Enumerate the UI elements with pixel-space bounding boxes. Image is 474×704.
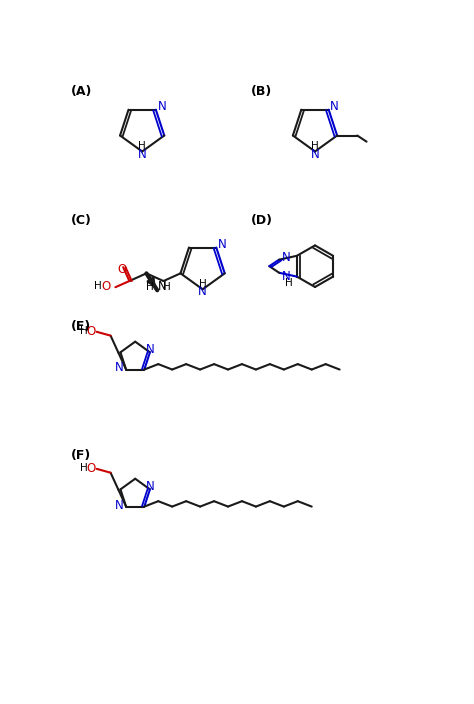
Text: H: H [81,326,88,336]
Text: H: H [81,463,88,473]
Text: H: H [311,141,319,151]
Text: N: N [282,251,290,264]
Text: N: N [310,148,319,161]
Text: H: H [285,278,293,288]
Text: N: N [115,498,124,512]
Text: (E): (E) [71,320,91,333]
Text: N: N [146,343,155,356]
Text: (B): (B) [251,85,272,98]
Text: H: H [199,279,207,289]
Text: O: O [117,263,126,275]
Text: O: O [87,325,96,337]
Text: N: N [146,480,155,494]
Text: H: H [138,141,146,151]
Text: (F): (F) [71,449,91,462]
Text: (D): (D) [251,213,273,227]
Text: (A): (A) [71,85,92,98]
Text: N: N [282,270,290,283]
Text: N: N [158,279,167,293]
Text: N: N [138,148,146,161]
Text: N: N [157,100,166,113]
Text: O: O [101,280,111,293]
Text: O: O [87,462,96,474]
Text: N: N [198,285,207,298]
Text: N: N [330,100,339,113]
Text: N: N [218,237,227,251]
Text: H: H [94,282,101,291]
Text: (C): (C) [71,213,92,227]
Text: H: H [164,282,171,292]
Text: N: N [115,361,124,375]
Text: H: H [146,282,154,292]
